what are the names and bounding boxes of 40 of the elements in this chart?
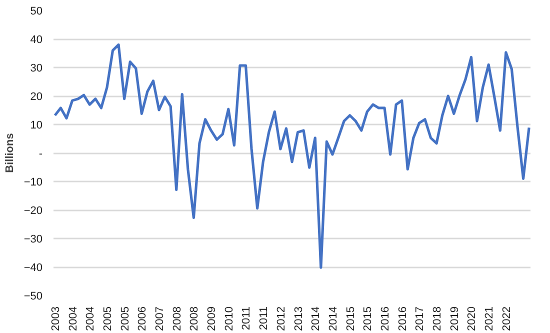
- line-series: [54, 43, 530, 269]
- x-tick-label: 2011: [258, 306, 270, 330]
- y-tick-label: 30: [30, 62, 43, 74]
- x-tick-label: 2009: [206, 306, 218, 331]
- y-tick-label: −20: [24, 205, 43, 217]
- x-tick-label: 2003: [50, 306, 62, 331]
- y-tick-label: 50: [30, 6, 43, 18]
- x-tick-label: 2018: [432, 306, 444, 331]
- x-tick-label: 2005: [102, 306, 114, 331]
- x-tick-label: 2007: [154, 306, 166, 331]
- x-tick-label: 2019: [448, 306, 461, 331]
- x-tick-label: 2014: [310, 306, 322, 331]
- x-tick-label: 2016: [380, 306, 392, 331]
- x-tick-label: 2015: [362, 306, 374, 331]
- x-tick-label: 2008: [171, 306, 184, 331]
- x-tick-label: 2014: [327, 306, 340, 331]
- y-tick-label: 20: [30, 91, 43, 103]
- y-tick-label: −50: [24, 290, 43, 302]
- y-tick-label: 10: [30, 120, 43, 132]
- x-tick-label: 2015: [344, 306, 357, 331]
- x-tick-label: 2021: [484, 306, 496, 331]
- x-tick-label: 2013: [292, 306, 305, 331]
- x-tick-label: 2020: [466, 306, 478, 331]
- x-tick-label: 2008: [188, 306, 201, 331]
- y-tick-label: −30: [24, 234, 43, 246]
- x-tick-label: 2005: [119, 306, 132, 331]
- x-tick-label: 2004: [67, 306, 80, 331]
- y-tick-label: −40: [24, 262, 43, 274]
- x-tick-label: 2011: [240, 306, 253, 330]
- y-tick-label: −10: [24, 176, 43, 188]
- y-axis-title: Billions: [4, 133, 16, 173]
- x-tick-label: 2010: [223, 306, 236, 331]
- x-tick-label: 2017: [414, 306, 426, 331]
- y-tick-label: -: [38, 148, 43, 160]
- x-tick-label: 2022: [500, 306, 513, 331]
- x-tick-label: 2016: [396, 306, 409, 331]
- x-tick-label: 2006: [136, 306, 149, 331]
- x-tick-label: 2004: [84, 306, 97, 331]
- x-tick-label: 2012: [275, 306, 288, 331]
- y-tick-label: 40: [30, 34, 43, 46]
